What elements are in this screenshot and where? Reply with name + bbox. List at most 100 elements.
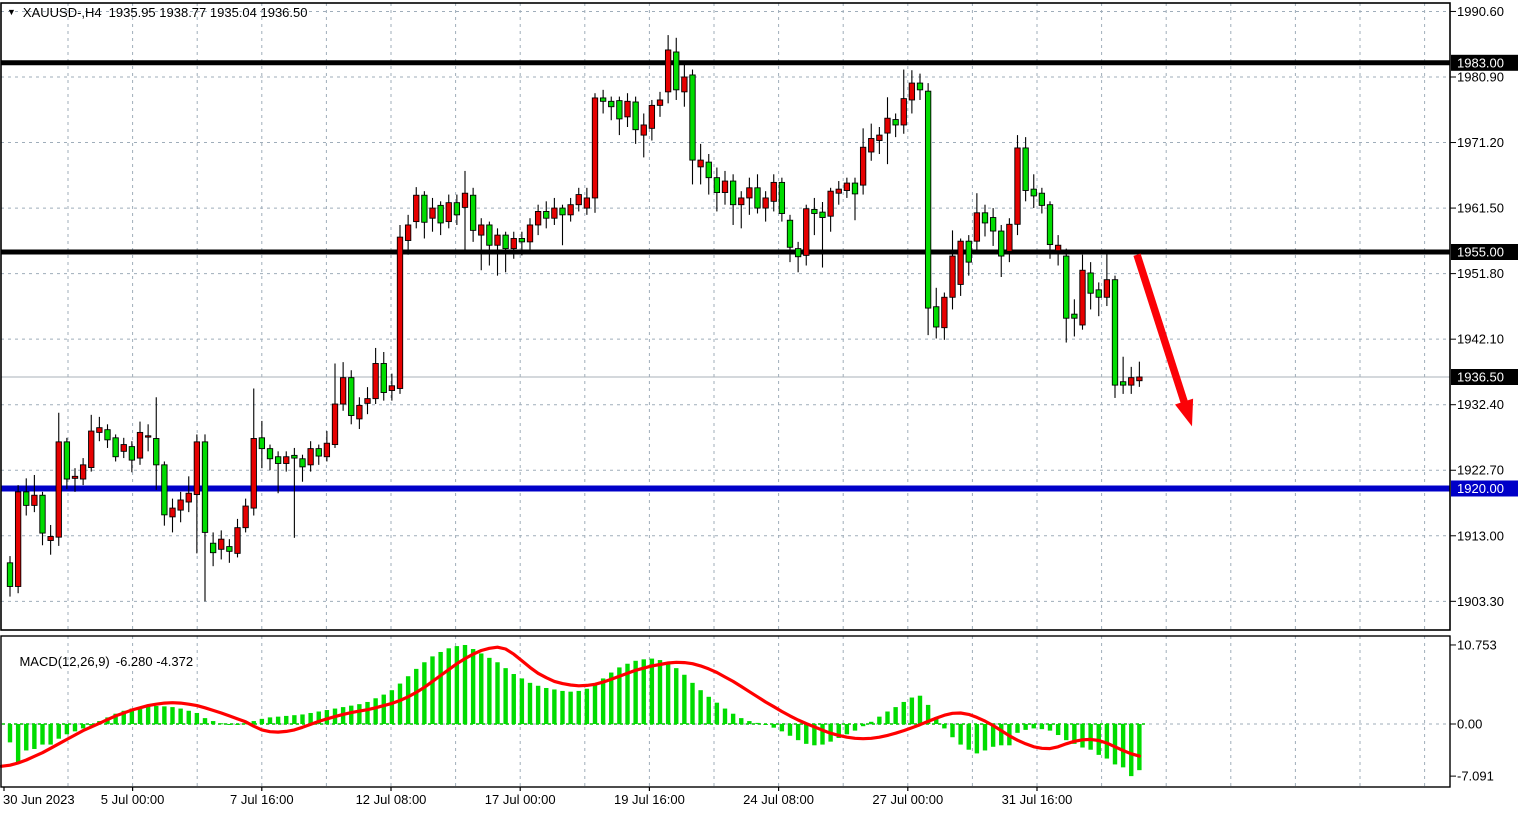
macd-histogram-bar (284, 715, 289, 724)
candle-bull (478, 224, 485, 236)
macd-histogram-bar (942, 724, 947, 729)
trend-arrow-shaft[interactable] (1133, 253, 1190, 409)
macd-histogram-bar (194, 712, 200, 724)
macd-histogram-bar (487, 657, 492, 724)
macd-histogram-bar (446, 648, 451, 724)
macd-histogram-bar (1137, 724, 1142, 771)
candle-bull (664, 49, 672, 93)
candle-bull (648, 104, 656, 129)
macd-histogram-bar (227, 724, 232, 725)
macd-histogram-bar (308, 712, 313, 724)
macd-histogram-bar (210, 721, 216, 724)
macd-histogram-bar (357, 704, 362, 724)
candle-bear (209, 542, 217, 554)
macd-histogram-bar (243, 723, 248, 725)
macd-histogram-bar (267, 717, 273, 724)
time-tick-label: 12 Jul 08:00 (356, 792, 427, 807)
trend-arrow-head[interactable] (1175, 398, 1194, 427)
candle-bull (884, 117, 891, 134)
candle-bear (851, 182, 859, 195)
macd-histogram-bar (72, 724, 78, 732)
price-label-box (1451, 54, 1518, 71)
candle-bull (88, 430, 95, 468)
time-tick-label: 19 Jul 16:00 (614, 792, 685, 807)
price-tick-label: 1990.60 (1457, 4, 1504, 19)
candle-bear (299, 458, 306, 468)
macd-layer[interactable] (0, 644, 1148, 777)
macd-histogram-bar (1129, 724, 1134, 777)
candle-bull (1054, 244, 1062, 252)
macd-pane-border (0, 635, 1451, 788)
macd-histogram-bar (324, 710, 330, 724)
macd-histogram-bar (373, 698, 378, 724)
candle-bull (79, 464, 87, 480)
macd-histogram-bar (714, 702, 720, 724)
candle-bull (388, 385, 396, 391)
macd-histogram-bar (202, 718, 208, 724)
candle-bull (404, 224, 412, 241)
macd-histogram-bar (649, 658, 655, 724)
macd-histogram-bar (690, 682, 695, 724)
macd-histogram-bar (1080, 724, 1085, 748)
horizontal-levels[interactable] (1, 60, 1450, 492)
macd-histogram-bar (706, 696, 711, 724)
macd-histogram-bar (7, 724, 13, 743)
macd-histogram-bar (592, 684, 598, 724)
candle-bull (96, 427, 103, 433)
candle-bear (518, 238, 526, 243)
price-pane-border (0, 2, 1451, 631)
candle-bear (348, 377, 355, 416)
candle-bull (136, 431, 144, 459)
macd-histogram-bar (89, 724, 94, 726)
symbol-dropdown-icon[interactable]: ▼ (7, 7, 16, 17)
candle-bear (608, 100, 615, 108)
candle-bull (1103, 279, 1111, 298)
price-tick-label: 1951.80 (1457, 266, 1504, 281)
candle-bear (266, 448, 274, 460)
candle-bear (291, 454, 298, 459)
macd-histogram-bar (1064, 724, 1069, 741)
macd-histogram-bar (1015, 724, 1020, 733)
macd-histogram-bar (300, 714, 305, 724)
candle-bear (112, 437, 119, 458)
macd-histogram-bar (885, 711, 890, 724)
macd-histogram-bar (934, 717, 939, 724)
candle-bear (778, 181, 786, 214)
candles-layer[interactable] (6, 35, 1143, 602)
macd-histogram-bar (40, 724, 45, 745)
macd-histogram-bar (1112, 724, 1118, 765)
candle-bear (502, 234, 509, 250)
macd-histogram-bar (235, 724, 240, 725)
candle-bull (364, 398, 371, 404)
candle-bear (1038, 192, 1046, 206)
macd-histogram-bar (1088, 724, 1093, 750)
macd-histogram-bar (1039, 724, 1045, 730)
macd-histogram-bar (80, 724, 86, 729)
grid-lines (1, 3, 1450, 787)
macd-histogram-bar (779, 724, 785, 732)
macd-histogram-bar (15, 724, 21, 763)
macd-histogram-bar (64, 724, 70, 735)
candle-bear (63, 441, 71, 480)
macd-tick-label: -7.091 (1457, 769, 1494, 784)
macd-histogram-bar (804, 724, 809, 744)
candle-bear (811, 208, 818, 214)
candle-bull (908, 82, 916, 101)
annotations[interactable] (1133, 253, 1194, 427)
macd-histogram-bar (438, 651, 443, 724)
price-label-box (1451, 369, 1518, 385)
candle-bull (551, 207, 558, 219)
price-tick-label: 1971.20 (1457, 135, 1504, 150)
candle-bear (469, 194, 477, 231)
macd-histogram-bar (32, 724, 37, 749)
candle-bear (981, 212, 989, 224)
macd-histogram-bar (893, 707, 898, 724)
price-tick-label: 1922.70 (1457, 463, 1504, 478)
candle-bull (900, 98, 907, 126)
candle-bull (697, 159, 704, 168)
candle-bear (786, 219, 794, 248)
macd-histogram-bar (552, 689, 557, 724)
candle-bull (624, 100, 631, 118)
